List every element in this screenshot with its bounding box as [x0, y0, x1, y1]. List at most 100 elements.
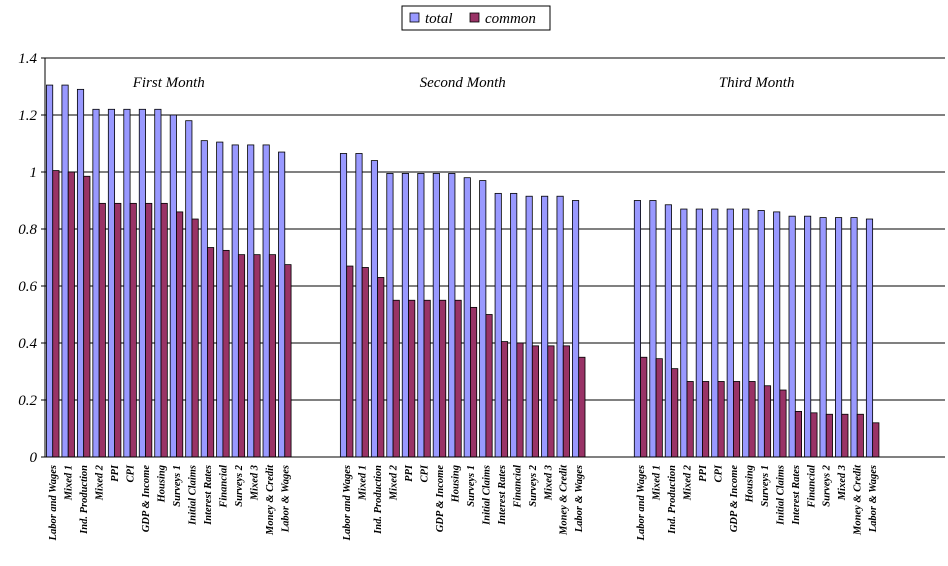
y-tick-label: 1	[30, 165, 38, 181]
category-label: Ind. Production	[373, 465, 384, 535]
y-tick-label: 1.2	[18, 108, 37, 124]
bar-total	[355, 153, 363, 458]
bar-total	[401, 173, 409, 458]
bar-total	[61, 84, 69, 458]
bar-common	[856, 413, 864, 458]
panel-title: Second Month	[420, 75, 506, 91]
bar-common	[779, 389, 787, 458]
bar-common	[191, 218, 199, 458]
bar-common	[810, 412, 818, 458]
category-label: Labor and Wages	[342, 465, 353, 541]
category-label: Financial	[218, 465, 229, 509]
bar-total	[865, 218, 874, 458]
bar-common	[98, 202, 106, 458]
bar-total	[123, 108, 131, 458]
bar-common	[268, 254, 277, 458]
category-label: Housing	[744, 465, 755, 503]
bar-common	[408, 299, 416, 458]
bar-common	[361, 267, 369, 458]
bar-common	[114, 202, 122, 458]
category-label: Interest Rates	[791, 465, 802, 526]
bar-common	[284, 264, 292, 458]
category-label: Labor and Wages	[48, 465, 59, 541]
bar-total	[711, 208, 719, 458]
bar-common	[253, 254, 261, 458]
bar-common	[763, 385, 772, 458]
bar-common	[470, 306, 478, 458]
bar-total	[773, 211, 781, 458]
category-label: Surveys 2	[528, 464, 539, 506]
y-tick-label: 0.2	[18, 393, 37, 409]
category-label: Financial	[512, 465, 523, 509]
category-label: Labor & Wages	[868, 465, 879, 533]
bar-common	[83, 175, 91, 458]
bar-common	[377, 277, 385, 458]
bar-common	[578, 356, 586, 458]
bar-common	[176, 211, 184, 458]
category-label: Initial Claims	[187, 465, 198, 526]
bar-common	[454, 299, 462, 458]
bar-total	[788, 215, 796, 458]
bar-total	[664, 204, 672, 458]
category-label: Surveys 1	[466, 465, 477, 507]
bar-common	[160, 202, 168, 458]
category-label: Ind. Production	[79, 465, 90, 535]
bar-common	[640, 356, 648, 458]
bar-total	[850, 217, 858, 458]
category-label: Mixed 3	[837, 465, 848, 501]
category-label: Surveys 2	[234, 464, 245, 506]
category-label: Housing	[157, 465, 168, 503]
bar-total	[76, 88, 85, 458]
category-label: Labor & Wages	[280, 465, 291, 533]
bar-common	[423, 299, 431, 458]
legend-label-common: common	[485, 11, 536, 27]
bar-total	[804, 215, 812, 458]
bar-total	[742, 208, 750, 458]
bar-common	[439, 299, 447, 458]
bar-total	[339, 153, 348, 458]
bar-total	[154, 108, 162, 458]
bar-common	[671, 368, 679, 458]
bar-total	[695, 208, 703, 458]
bar-common	[500, 341, 509, 458]
panel-title-background	[408, 70, 517, 92]
bar-total	[633, 200, 641, 458]
y-tick-label: 0.4	[18, 336, 37, 352]
bar-total	[386, 173, 394, 458]
category-label: Labor and Wages	[636, 465, 647, 541]
category-label: Housing	[450, 465, 461, 503]
category-label: Mixed 3	[249, 465, 260, 501]
bar-total	[138, 108, 146, 458]
category-label: Surveys 2	[822, 464, 833, 506]
bar-total	[726, 208, 734, 458]
legend-swatch-common	[469, 12, 480, 23]
category-label: Initial Claims	[481, 465, 492, 526]
category-label: Mixed 3	[543, 465, 554, 501]
category-label: CPI	[420, 464, 431, 482]
bar-total	[417, 173, 425, 458]
category-label: CPI	[126, 464, 137, 482]
bar-common	[485, 314, 493, 458]
bar-total	[231, 144, 239, 458]
panel-titles: First Month Second Month Third Month	[114, 70, 811, 92]
bar-total	[107, 108, 116, 458]
bar-common	[237, 254, 246, 458]
category-label: PPI	[698, 464, 709, 482]
bar-common	[686, 381, 694, 458]
bar-total	[510, 192, 518, 458]
category-label: Financial	[806, 465, 817, 509]
category-label: Money & Credit	[559, 464, 570, 536]
category-label: Mixed 1	[652, 465, 663, 501]
category-label: Mixed 1	[358, 465, 369, 501]
bar-common	[717, 381, 725, 458]
category-label: Surveys 1	[760, 465, 771, 507]
category-label: Money & Credit	[853, 464, 864, 536]
bar-common	[67, 171, 75, 458]
bar-total	[494, 192, 502, 458]
bar-total	[649, 200, 657, 458]
legend: total common	[401, 5, 551, 31]
category-label: Interest Rates	[497, 465, 508, 526]
category-label: Mixed 2	[683, 464, 694, 501]
bar-common	[547, 345, 555, 458]
